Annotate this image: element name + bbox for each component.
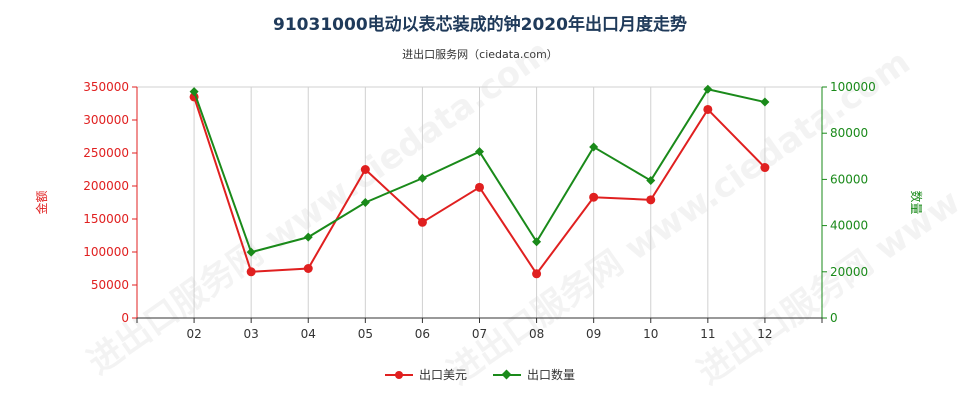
legend-label-usd: 出口美元 bbox=[418, 368, 467, 382]
legend-line-circle-icon bbox=[384, 369, 413, 381]
y-right-tick-label: 20000 bbox=[830, 265, 868, 279]
y-left-tick-label: 100000 bbox=[83, 245, 129, 259]
x-tick-label: 03 bbox=[244, 327, 259, 341]
x-tick-label: 09 bbox=[586, 327, 601, 341]
legend-item-qty[interactable]: 出口数量 bbox=[493, 366, 575, 383]
data-point-qty bbox=[760, 97, 770, 107]
chart-title: 91031000电动以表芯装成的钟2020年出口月度走势 bbox=[273, 15, 687, 35]
chart-subtitle: 进出口服务网（ciedata.com） bbox=[402, 48, 558, 61]
data-point-usd bbox=[646, 195, 656, 205]
data-point-usd bbox=[360, 165, 370, 174]
data-point-qty bbox=[646, 176, 656, 186]
y-left-tick-label: 250000 bbox=[83, 146, 129, 160]
y-left-tick-label: 300000 bbox=[83, 113, 129, 127]
data-point-qty bbox=[246, 247, 256, 257]
x-tick-label: 12 bbox=[757, 327, 772, 341]
x-tick-label: 04 bbox=[301, 327, 316, 341]
data-point-qty bbox=[417, 173, 427, 183]
data-point-qty bbox=[475, 147, 484, 157]
x-tick-label: 05 bbox=[358, 327, 373, 341]
data-point-qty bbox=[703, 84, 713, 94]
legend-item-usd[interactable]: 出口美元 bbox=[384, 366, 467, 383]
data-point-qty bbox=[589, 142, 599, 152]
y-left-tick-label: 50000 bbox=[91, 278, 129, 292]
data-point-qty bbox=[189, 87, 199, 97]
y-right-tick-label: 60000 bbox=[830, 172, 868, 186]
y-right-tick-label: 100000 bbox=[830, 80, 876, 94]
y-left-tick-label: 0 bbox=[121, 311, 129, 325]
y-left-axis-title: 金额 bbox=[34, 190, 49, 214]
data-point-qty bbox=[303, 232, 313, 242]
x-tick-label: 02 bbox=[186, 327, 201, 341]
x-tick-label: 06 bbox=[415, 327, 430, 341]
data-point-usd bbox=[303, 264, 313, 273]
y-right-tick-label: 40000 bbox=[830, 219, 868, 233]
x-tick-label: 10 bbox=[643, 327, 658, 341]
y-left-tick-label: 350000 bbox=[83, 80, 129, 94]
legend-label-qty: 出口数量 bbox=[527, 368, 576, 382]
y-left-tick-label: 200000 bbox=[83, 179, 129, 193]
x-tick-label: 07 bbox=[472, 327, 487, 341]
data-point-usd bbox=[589, 192, 599, 202]
data-point-usd bbox=[760, 163, 770, 173]
data-point-usd bbox=[703, 104, 713, 114]
y-right-tick-label: 80000 bbox=[830, 126, 868, 140]
data-point-qty bbox=[360, 198, 370, 207]
y-right-tick-label: 0 bbox=[830, 311, 838, 325]
data-point-usd bbox=[417, 217, 427, 227]
data-point-usd bbox=[532, 269, 542, 279]
x-tick-label: 08 bbox=[529, 327, 544, 341]
y-left-tick-label: 150000 bbox=[83, 212, 129, 226]
data-point-usd bbox=[246, 267, 256, 277]
y-right-axis-title: 数量 bbox=[909, 190, 924, 214]
data-point-usd bbox=[475, 182, 484, 192]
legend-line-diamond-icon bbox=[493, 369, 521, 381]
data-point-qty bbox=[532, 237, 542, 247]
chart-legend: 出口美元 出口数量 bbox=[0, 366, 960, 383]
x-tick-label: 11 bbox=[700, 327, 715, 341]
